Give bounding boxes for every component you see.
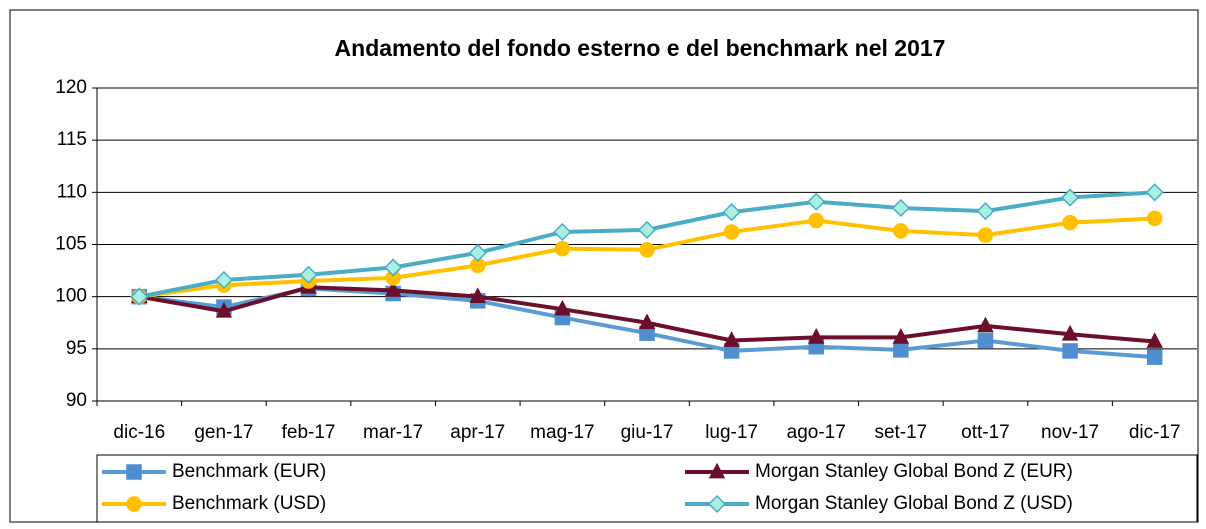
marker: [977, 316, 994, 333]
marker: [893, 342, 909, 358]
y-tick-label: 100: [55, 286, 87, 307]
y-tick-label: 120: [55, 77, 87, 98]
x-tick-label: set-17: [874, 422, 927, 443]
marker: [637, 220, 657, 239]
legend-label: Morgan Stanley Global Bond Z (USD): [755, 493, 1073, 514]
y-tick-label: 115: [57, 129, 87, 150]
x-tick-label: dic-16: [113, 422, 165, 443]
marker: [639, 241, 655, 258]
marker: [468, 243, 487, 262]
marker: [976, 202, 995, 221]
marker: [977, 227, 994, 243]
marker: [1146, 332, 1163, 348]
marker: [723, 331, 740, 347]
marker: [1061, 188, 1080, 207]
legend-marker: [707, 494, 727, 514]
x-tick-label: ago-17: [787, 422, 846, 443]
marker: [299, 265, 318, 284]
legend-marker: [126, 496, 142, 512]
marker: [807, 328, 825, 344]
legend-box: [96, 454, 1198, 523]
marker: [554, 299, 571, 316]
x-tick-label: ott-17: [961, 422, 1010, 443]
marker: [722, 203, 741, 222]
x-tick-label: mar-17: [363, 422, 423, 443]
marker: [638, 313, 656, 330]
marker: [977, 332, 994, 349]
marker: [1062, 214, 1078, 231]
marker: [723, 224, 740, 240]
marker: [808, 212, 824, 229]
marker: [807, 192, 826, 211]
marker: [554, 240, 571, 257]
marker: [891, 198, 910, 218]
marker: [384, 258, 403, 277]
chart-title: Andamento del fondo esterno e del benchm…: [335, 35, 946, 61]
legend-label: Benchmark (EUR): [172, 461, 326, 482]
legend-label: Benchmark (USD): [172, 493, 326, 514]
y-tick-label: 90: [66, 390, 87, 411]
y-tick-label: 105: [55, 234, 87, 255]
marker: [1062, 343, 1078, 359]
marker: [214, 270, 233, 290]
y-tick-label: 95: [66, 338, 87, 359]
x-tick-label: gen-17: [194, 422, 253, 443]
marker: [469, 287, 487, 304]
x-tick-label: lug-17: [705, 422, 758, 443]
marker: [130, 287, 149, 306]
chart-border: [9, 9, 1199, 523]
y-tick-label: 110: [57, 181, 87, 202]
x-tick-label: feb-17: [282, 422, 336, 443]
legend-marker: [708, 462, 726, 479]
marker: [215, 301, 233, 318]
marker: [892, 328, 910, 344]
x-tick-label: giu-17: [621, 422, 674, 443]
marker: [1146, 210, 1163, 227]
x-tick-label: apr-17: [450, 422, 505, 443]
x-tick-label: mag-17: [530, 422, 594, 443]
marker: [893, 223, 909, 239]
legend-marker: [126, 464, 142, 480]
legend-label: Morgan Stanley Global Bond Z (EUR): [755, 461, 1073, 482]
x-tick-label: nov-17: [1041, 422, 1099, 443]
marker: [1061, 324, 1079, 341]
marker: [384, 281, 402, 297]
marker: [1146, 349, 1163, 365]
x-tick-label: dic-17: [1129, 422, 1181, 443]
marker: [553, 222, 572, 242]
marker: [1145, 183, 1164, 202]
